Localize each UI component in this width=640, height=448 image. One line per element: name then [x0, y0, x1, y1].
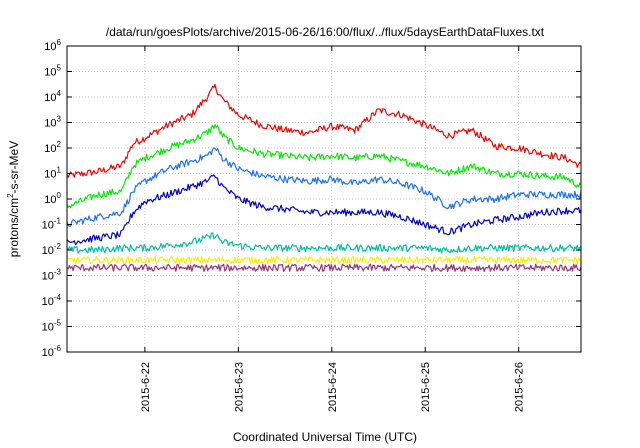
series-line-1 — [66, 124, 582, 209]
y-tick-label: 10-6 — [42, 344, 62, 359]
y-tick-label-exp: -2 — [54, 242, 62, 251]
y-tick-label-exp: 4 — [57, 89, 62, 98]
series-line-0 — [66, 83, 582, 178]
series-line-3 — [66, 174, 582, 246]
y-tick-label: 10-1 — [42, 217, 62, 232]
series-group — [66, 83, 582, 272]
y-tick-label-exp: -6 — [54, 344, 62, 353]
series-line-4 — [66, 232, 582, 254]
y-axis-label: protons/cm2-s-sr-MeV — [6, 141, 21, 257]
y-tick-label-exp: -5 — [54, 319, 62, 328]
y-tick-label: 100 — [44, 191, 61, 206]
y-axis-label-rest: -s-sr-MeV — [7, 141, 21, 194]
series-line-2 — [66, 147, 582, 227]
y-tick-label-base: 10 — [44, 169, 56, 181]
y-tick-label-base: 10 — [42, 322, 54, 334]
y-tick-label-exp: 0 — [57, 191, 62, 200]
x-axis-label: Coordinated Universal Time (UTC) — [233, 430, 417, 444]
y-axis-ticks: 10-610-510-410-310-210-11001011021031041… — [42, 38, 581, 359]
y-tick-label-base: 10 — [44, 67, 56, 79]
y-tick-label: 10-5 — [42, 319, 62, 334]
y-tick-label: 106 — [44, 38, 61, 53]
y-tick-label-base: 10 — [42, 347, 54, 359]
y-tick-label-base: 10 — [42, 271, 54, 283]
y-tick-label-base: 10 — [44, 118, 56, 130]
y-tick-label-exp: 3 — [57, 115, 62, 124]
y-tick-label: 10-4 — [42, 293, 62, 308]
y-tick-label-base: 10 — [44, 41, 56, 53]
y-tick-label-exp: 1 — [57, 166, 62, 175]
y-tick-label: 105 — [44, 64, 61, 79]
y-tick-label-exp: -1 — [54, 217, 62, 226]
y-tick-label-base: 10 — [44, 143, 56, 155]
x-tick-label: 2015-6-22 — [140, 362, 152, 412]
series-line-5 — [66, 256, 582, 265]
chart-title: /data/run/goesPlots/archive/2015-06-26/1… — [106, 25, 545, 39]
y-axis-label-main: protons/cm — [7, 198, 21, 257]
x-tick-label: 2015-6-25 — [420, 362, 432, 412]
y-axis-label-sup: 2 — [6, 193, 15, 198]
x-axis-ticks: 2015-6-22 2015-6-23 2015-6-24 2015-6-25 2015… — [140, 46, 526, 412]
y-tick-label: 101 — [44, 166, 61, 181]
y-tick-label-exp: 6 — [57, 38, 62, 47]
y-tick-label-base: 10 — [42, 245, 54, 257]
y-tick-label-base: 10 — [44, 194, 56, 206]
x-tick-label: 2015-6-23 — [233, 362, 245, 412]
y-tick-label-exp: -4 — [54, 293, 62, 302]
plot-frame — [66, 45, 582, 353]
y-tick-label-exp: 2 — [57, 140, 62, 149]
y-tick-label: 10-2 — [42, 242, 62, 257]
x-tick-label: 2015-6-26 — [514, 362, 526, 412]
y-tick-label-base: 10 — [44, 92, 56, 104]
x-tick-label: 2015-6-24 — [327, 362, 339, 412]
y-tick-label: 104 — [44, 89, 61, 104]
y-tick-label: 102 — [44, 140, 61, 155]
y-tick-label-exp: -3 — [54, 268, 62, 277]
y-tick-label: 103 — [44, 115, 61, 130]
y-tick-label-exp: 5 — [57, 64, 62, 73]
y-tick-label-base: 10 — [42, 296, 54, 308]
y-tick-label-base: 10 — [42, 220, 54, 232]
grid — [67, 45, 581, 353]
series-line-6 — [66, 263, 582, 272]
y-tick-label: 10-3 — [42, 268, 62, 283]
